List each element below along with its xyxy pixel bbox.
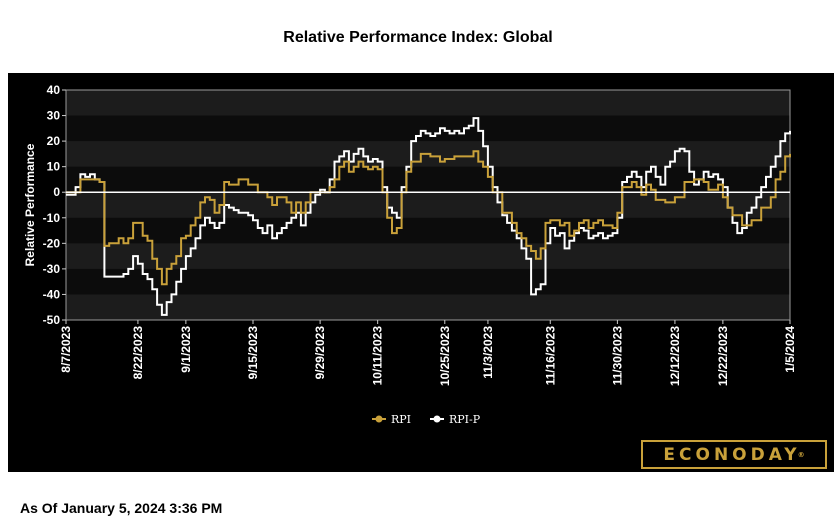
plot-frame [65, 89, 791, 321]
x-tick-label: 9/1/2023 [179, 326, 193, 373]
y-axis-label: Relative Performance [23, 143, 37, 266]
legend-label-rpi: RPI [391, 413, 411, 426]
line-chart: 40 30 20 10 0 -10 -20 -30 -40 -50 Relative Perform… [23, 83, 797, 426]
series-line-rpi [66, 150, 791, 286]
x-tick-label: 11/3/2023 [481, 326, 495, 379]
y-tick-label: 10 [47, 160, 61, 174]
x-tick-label: 11/30/2023 [610, 326, 624, 386]
y-tick-label: 30 [47, 109, 61, 123]
x-tick-label: 12/22/2023 [716, 326, 730, 386]
x-tick-label: 10/11/2023 [371, 326, 385, 386]
legend-marker-rpi-p [433, 415, 441, 423]
x-tick-label: 9/29/2023 [313, 326, 327, 380]
legend-marker-rpi [375, 415, 383, 423]
y-tick-label: -40 [43, 287, 61, 301]
econoday-logo: ECONODAY ® [641, 440, 827, 469]
x-tick-label: 1/5/2024 [783, 326, 797, 373]
as-of-timestamp: As Of January 5, 2024 3:36 PM [20, 500, 223, 516]
brand-name: ECONODAY [663, 444, 801, 465]
grid-band [66, 192, 790, 218]
legend-label-rpi-p: RPI-P [449, 413, 481, 426]
y-tick-label: 0 [53, 185, 60, 199]
grid-band [66, 90, 790, 116]
series-line-rpi-p [66, 117, 791, 316]
brand-mark: ® [797, 450, 805, 459]
chart-title: Relative Performance Index: Global [283, 29, 553, 46]
x-tick-label: 8/7/2023 [59, 326, 73, 373]
y-tick-label: -20 [43, 236, 61, 250]
y-tick-label: 40 [47, 83, 61, 97]
x-tick-label: 10/25/2023 [438, 326, 452, 386]
y-tick-label: -10 [43, 211, 61, 225]
x-tick-label: 12/12/2023 [668, 326, 682, 386]
chart-panel: 40 30 20 10 0 -10 -20 -30 -40 -50 Relative Perform… [8, 73, 834, 472]
y-tick-label: -30 [43, 262, 61, 276]
y-tick-label: -50 [43, 313, 61, 327]
grid-band [66, 243, 790, 269]
y-tick-label: 20 [47, 134, 61, 148]
grid-band [66, 294, 790, 320]
x-tick-label: 8/22/2023 [131, 326, 145, 380]
x-tick-label: 9/15/2023 [246, 326, 260, 380]
x-tick-label: 11/16/2023 [543, 326, 557, 386]
